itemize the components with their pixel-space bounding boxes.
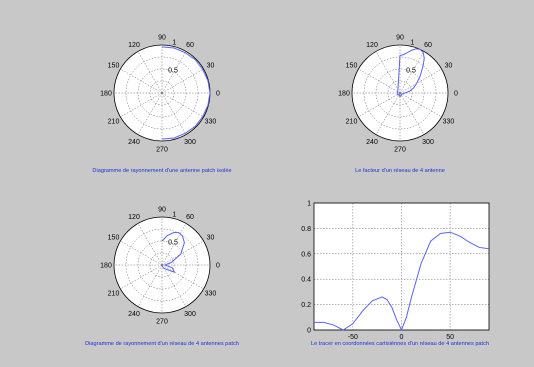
polar-ring [149,252,175,278]
polar-angle-tick-label: 30 [445,63,453,70]
polar-outer-circle [113,216,211,314]
polar-radius-tick-label: 0.5 [406,67,416,74]
polar-outer-circle [351,44,449,142]
polar-angle-tick-label: 0 [216,263,220,270]
polar-series-line [161,46,211,140]
y-tick-label: 0.4 [301,277,311,284]
polar-plot-isolated-patch: 0 30 60 90 120 150 180 210 240 270 300 330 0.5 1 [100,35,220,154]
polar-angle-tick-label: 270 [394,147,406,154]
polar-plot-array-factor: 0 30 60 90 120 150 180 210 240 270 300 330 0.5 1 [338,35,458,154]
polar-radius-tick-label: 0.5 [168,67,178,74]
polar-angle-tick-label: 90 [158,207,166,214]
polar-spoke [137,264,163,307]
polar-spoke [120,92,163,118]
polar-spoke [161,223,187,266]
polar-spoke [161,240,204,266]
polar-spoke [358,92,401,118]
polar-ring [375,68,425,118]
polar-angle-tick-label: 60 [186,214,194,221]
polar-angle-tick-label: 120 [366,42,378,49]
polar-angle-tick-label: 90 [396,35,404,42]
polar-spoke [120,264,163,290]
caption-polar-array-4-patch: Diagramme de rayonnement d'un réseau de … [85,341,239,347]
polar-radius-tick-label: 0.5 [168,239,178,246]
polar-plot-array-4-patch: 0 30 60 90 120 150 180 210 240 270 300 330 0.5 1 [100,207,220,326]
polar-angle-tick-label: 180 [100,263,112,270]
polar-angle-tick-label: 0 [454,91,458,98]
polar-angle-tick-label: 330 [205,291,217,298]
polar-angle-tick-label: 150 [108,235,120,242]
polar-angle-tick-label: 150 [108,63,120,70]
x-tick-label: -50 [348,334,358,341]
polar-ring [149,80,175,106]
polar-angle-tick-label: 300 [184,139,196,146]
caption-cartesian-array-4-patch: Le tracer en coordonnées cartisiènnes d'… [311,341,489,347]
polar-angle-tick-label: 30 [207,63,215,70]
polar-angle-tick-label: 180 [338,91,350,98]
polar-spoke [161,51,187,94]
polar-angle-tick-label: 300 [422,139,434,146]
polar-ring [137,68,187,118]
polar-angle-tick-label: 30 [207,235,215,242]
x-tick-label: 0 [400,334,404,341]
polar-angle-tick-label: 180 [100,91,112,98]
polar-spoke [375,92,401,135]
polar-ring [125,228,199,302]
polar-angle-tick-label: 150 [346,63,358,70]
polar-angle-tick-label: 60 [186,42,194,49]
polar-angle-tick-label: 90 [158,35,166,42]
polar-spoke [399,68,442,94]
polar-series-line [397,48,425,98]
polar-spoke [161,68,204,94]
y-tick-label: 0.8 [301,226,311,233]
cartesian-plot-array-4-patch: -50 0 50 0 0.2 0.4 0.6 0.8 1 [301,201,490,341]
cartesian-series-line [314,231,490,332]
polar-angle-tick-label: 210 [108,291,120,298]
polar-series-line [161,232,185,274]
polar-angle-tick-label: 300 [184,311,196,318]
polar-angle-tick-label: 120 [128,42,140,49]
polar-angle-tick-label: 270 [156,319,168,326]
y-tick-label: 1 [307,201,311,208]
polar-angle-tick-label: 240 [128,311,140,318]
polar-ring [387,80,413,106]
y-tick-label: 0.2 [301,302,311,309]
polar-angle-tick-label: 330 [205,119,217,126]
polar-angle-tick-label: 330 [443,119,455,126]
caption-polar-isolated-patch: Diagramme de rayonnement d'une antenne p… [92,168,231,174]
polar-angle-tick-label: 240 [128,139,140,146]
polar-spoke [137,92,163,135]
polar-angle-tick-label: 60 [424,42,432,49]
polar-angle-tick-label: 120 [128,214,140,221]
y-tick-label: 0.6 [301,251,311,258]
polar-radius-tick-label: 1 [172,212,176,219]
polar-angle-tick-label: 210 [346,119,358,126]
y-tick-label: 0 [307,328,311,335]
caption-polar-array-factor: Le facteur d'un réseau de 4 antenne [355,168,445,174]
polar-angle-tick-label: 210 [108,119,120,126]
polar-radius-tick-label: 1 [172,40,176,47]
polar-angle-tick-label: 0 [216,91,220,98]
polar-angle-tick-label: 240 [366,139,378,146]
polar-radius-tick-label: 1 [410,40,414,47]
polar-ring [125,56,199,130]
polar-angle-tick-label: 270 [156,147,168,154]
x-tick-label: 50 [446,334,454,341]
polar-spoke [399,51,425,94]
